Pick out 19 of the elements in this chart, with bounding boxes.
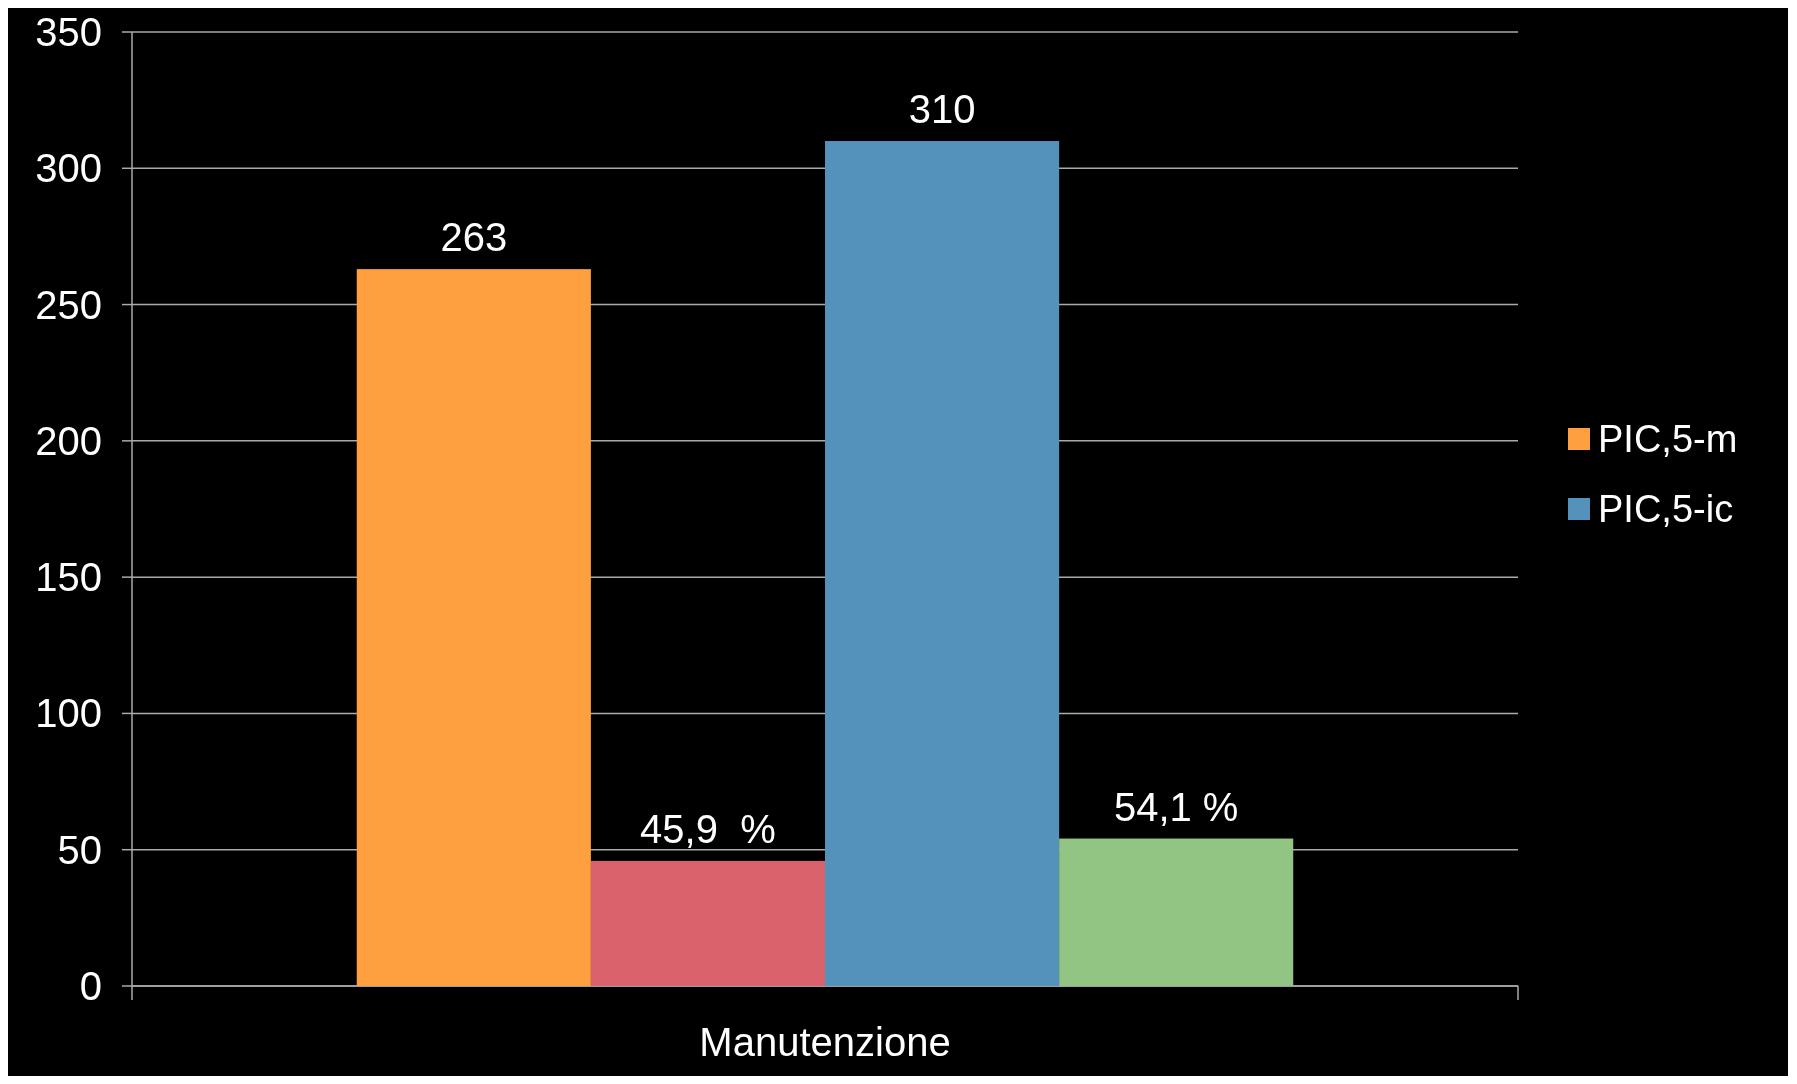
x-tick-label: Manutenzione [699, 1020, 951, 1064]
y-tick-label: 350 [35, 10, 102, 54]
y-tick-label: 100 [35, 691, 102, 736]
y-tick-label: 300 [35, 146, 102, 191]
legend-label: PIC,5-m [1598, 418, 1738, 461]
bar [1059, 838, 1294, 986]
data-label: 310 [908, 87, 976, 132]
data-label: 54,1 % [1113, 784, 1239, 829]
bar [356, 269, 591, 986]
y-tick-label: 0 [79, 964, 102, 1008]
bar [825, 141, 1060, 986]
data-label: 45,9 % [640, 806, 776, 851]
y-tick-label: 250 [35, 282, 102, 327]
legend-label: PIC,5-ic [1598, 488, 1734, 531]
y-tick-label: 50 [57, 827, 102, 872]
y-tick-label: 150 [35, 555, 102, 600]
data-label: 263 [440, 215, 508, 260]
y-tick-label: 200 [35, 418, 102, 463]
bar [590, 860, 825, 986]
